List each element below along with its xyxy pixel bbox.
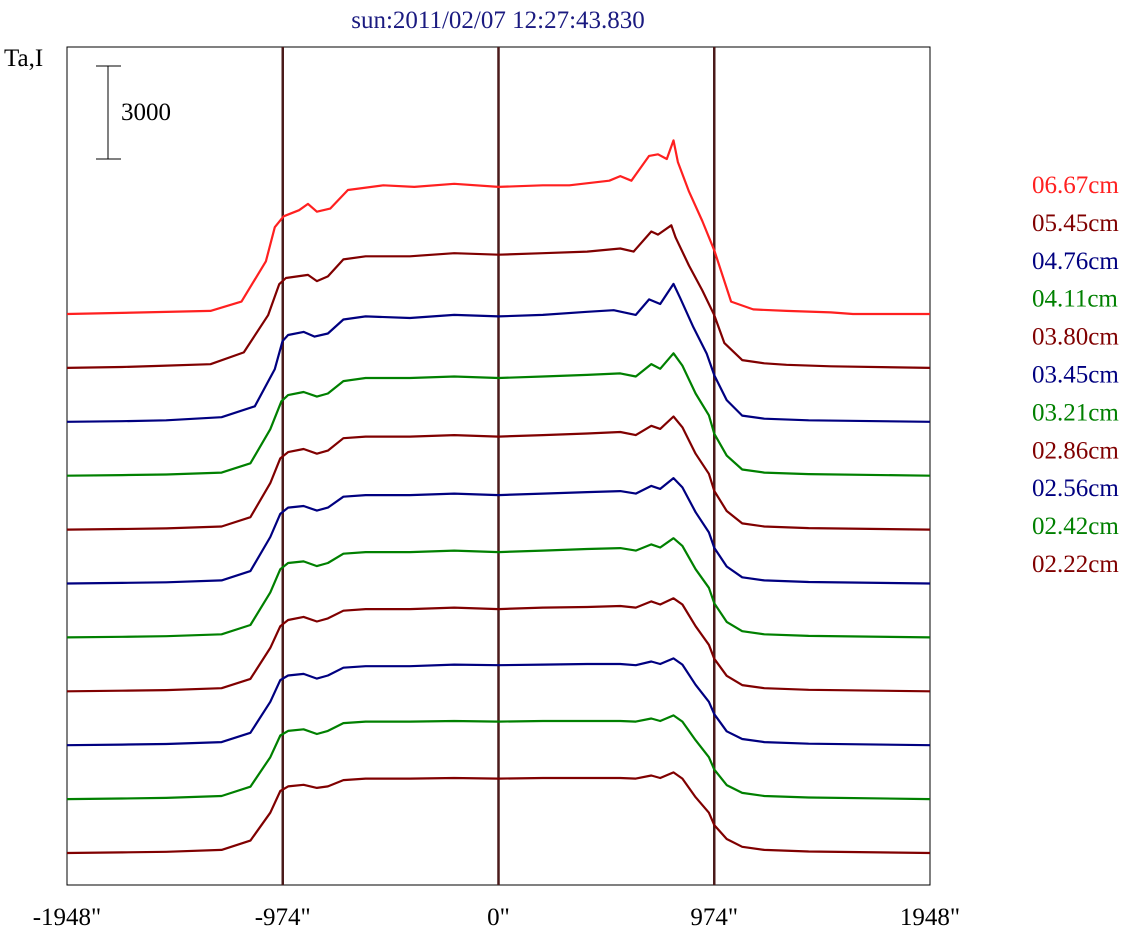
series-lines [66, 139, 931, 855]
legend-item-06.67cm: 06.67cm [1032, 172, 1119, 199]
x-tick-label: -1948" [33, 904, 102, 931]
series-line-03.45cm [66, 477, 931, 585]
x-tick-labels: -1948" -974" 0" 974" 1948" [33, 904, 960, 931]
legend-item-05.45cm: 05.45cm [1032, 210, 1119, 237]
series-line-02.22cm [66, 771, 931, 855]
legend-item-02.42cm: 02.42cm [1032, 513, 1119, 540]
scale-bar-label: 3000 [121, 99, 171, 126]
x-tick-label: 974" [690, 904, 738, 931]
series-line-04.76cm [66, 282, 931, 423]
x-tick-label: 0" [487, 904, 510, 931]
legend-item-04.76cm: 04.76cm [1032, 248, 1119, 275]
series-line-03.80cm [66, 415, 931, 531]
series-line-02.86cm [66, 597, 931, 693]
legend-item-02.22cm: 02.22cm [1032, 551, 1119, 578]
legend-item-04.11cm: 04.11cm [1032, 286, 1118, 313]
y-axis-label: Ta,I [4, 45, 43, 72]
x-tick-label: 1948" [900, 904, 960, 931]
chart-title: sun:2011/02/07 12:27:43.830 [351, 7, 645, 34]
x-tick-label: -974" [255, 904, 311, 931]
series-line-05.45cm [66, 224, 931, 369]
legend-item-02.86cm: 02.86cm [1032, 437, 1119, 464]
series-line-03.21cm [66, 537, 931, 639]
legend-item-02.56cm: 02.56cm [1032, 475, 1119, 502]
series-line-02.42cm [66, 714, 931, 801]
legend: 06.67cm 05.45cm 04.76cm 04.11cm 03.80cm 03.45… [1032, 172, 1119, 578]
series-line-06.67cm [66, 139, 930, 316]
series-line-02.56cm [66, 657, 931, 747]
series-line-04.11cm [66, 352, 931, 477]
reference-lines [281, 47, 716, 885]
legend-item-03.80cm: 03.80cm [1032, 324, 1119, 351]
legend-item-03.45cm: 03.45cm [1032, 362, 1119, 389]
scale-bar: 3000 [96, 65, 171, 160]
legend-item-03.21cm: 03.21cm [1032, 399, 1119, 426]
